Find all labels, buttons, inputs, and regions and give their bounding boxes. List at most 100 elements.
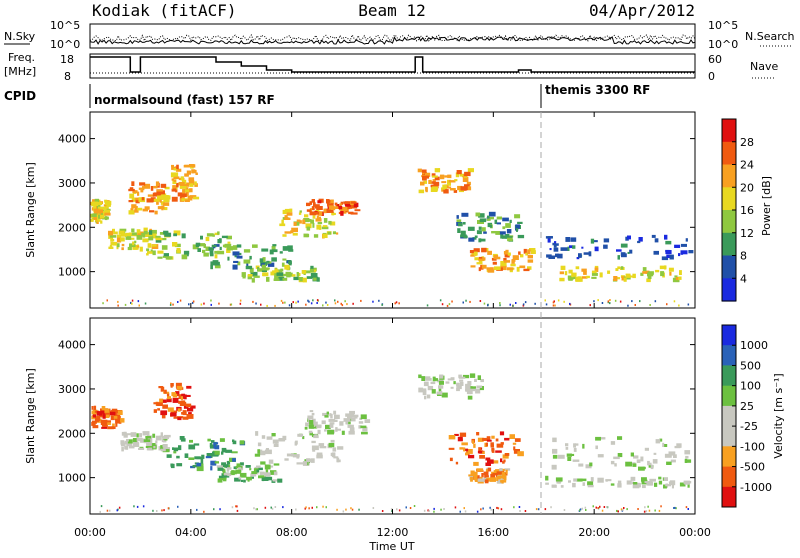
noise-cell [639, 300, 641, 303]
scatter-cell [265, 476, 273, 481]
scatter-cell [175, 391, 180, 396]
scatter-cell [259, 258, 264, 263]
scatter-cell [146, 248, 150, 252]
scatter-cell [272, 270, 279, 273]
scatter-cell [591, 272, 598, 276]
scatter-cell [110, 241, 118, 246]
scatter-cell [447, 378, 454, 381]
scatter-cell [502, 474, 506, 479]
scatter-cell [316, 452, 323, 458]
noise-cell [427, 509, 429, 512]
scatter-cell [173, 451, 177, 454]
noise-cell [597, 299, 599, 302]
noise-cell [305, 506, 307, 509]
scatter-cell [188, 177, 195, 182]
scatter-cell [174, 172, 179, 177]
scatter-cell [329, 424, 334, 428]
scatter-cell [610, 441, 616, 445]
scatter-cell [341, 430, 345, 435]
scatter-cell [103, 204, 108, 207]
noise-cell [346, 303, 348, 306]
freq-strip-frame [89, 53, 696, 79]
scatter-cell [640, 456, 644, 462]
scatter-cell [283, 247, 287, 251]
scatter-cell [438, 388, 442, 392]
scatter-cell [121, 243, 125, 247]
scatter-cell [338, 211, 342, 215]
scatter-cell [453, 381, 456, 385]
scatter-cell [620, 243, 628, 248]
scatter-cell [109, 244, 113, 247]
scatter-cell [145, 446, 153, 448]
scatter-cell [134, 240, 137, 243]
noise-cell [236, 505, 238, 508]
colorbar-tick-label: 1000 [740, 339, 768, 352]
scatter-cell [523, 268, 530, 272]
scatter-cell [329, 221, 336, 226]
scatter-cell [577, 276, 582, 281]
scatter-cell [211, 440, 215, 443]
colorbar-segment [722, 345, 736, 366]
noise-cell [545, 303, 548, 306]
scatter-cell [305, 462, 308, 466]
scatter-cell [617, 480, 622, 486]
scatter-cell [132, 241, 135, 246]
noise-cell [433, 510, 435, 513]
scatter-cell [152, 250, 156, 256]
scatter-cell [685, 480, 689, 485]
scatter-cell [245, 465, 251, 468]
scatter-cell [94, 415, 100, 419]
scatter-cell [460, 234, 467, 238]
noise-cell [554, 304, 556, 307]
scatter-cell [173, 416, 181, 419]
scatter-cell [113, 414, 121, 418]
scatter-cell [486, 248, 489, 252]
scatter-cell [121, 247, 124, 251]
noise-cell [311, 506, 313, 509]
scatter-cell [212, 450, 220, 455]
scatter-cell [506, 229, 512, 234]
scatter-cell [162, 436, 170, 440]
y-tick-label: 3000 [58, 177, 86, 190]
scatter-cell [334, 414, 340, 419]
scatter-cell [249, 255, 252, 260]
scatter-cell [150, 443, 156, 447]
scatter-cell [459, 173, 465, 177]
scatter-cell [263, 477, 267, 481]
scatter-cell [316, 277, 320, 282]
scatter-cell [423, 180, 427, 184]
scatter-cell [552, 242, 555, 246]
scatter-cell [195, 242, 201, 247]
noise-cell [622, 508, 624, 511]
scatter-cell [257, 442, 262, 447]
scatter-cell [272, 244, 277, 247]
scatter-cell [501, 235, 508, 239]
scatter-cell [281, 262, 285, 267]
scatter-cell [455, 172, 459, 178]
noise-cell [398, 509, 401, 512]
scatter-cell [93, 405, 97, 410]
scatter-cell [554, 241, 557, 244]
scatter-cell [632, 463, 637, 467]
scatter-cell [189, 439, 193, 443]
scatter-cell [680, 250, 688, 255]
scatter-cell [492, 261, 497, 265]
scatter-cell [308, 430, 313, 434]
colorbar-tick-label: 24 [740, 159, 754, 172]
scatter-cell [155, 440, 158, 444]
scatter-cell [360, 414, 367, 420]
freq-unit-label: [MHz] [4, 65, 36, 78]
scatter-cell [489, 225, 493, 228]
scatter-cell [325, 424, 331, 430]
scatter-cell [134, 206, 138, 210]
scatter-cell [221, 451, 224, 455]
scatter-cell [178, 445, 182, 451]
scatter-cell [109, 410, 113, 413]
noise-cell [589, 304, 591, 307]
scatter-cell [573, 443, 576, 448]
scatter-cell [150, 249, 153, 252]
colorbar-segment [722, 486, 736, 508]
scatter-cell [599, 272, 603, 278]
scatter-cell [337, 446, 344, 450]
scatter-cell [326, 199, 330, 204]
